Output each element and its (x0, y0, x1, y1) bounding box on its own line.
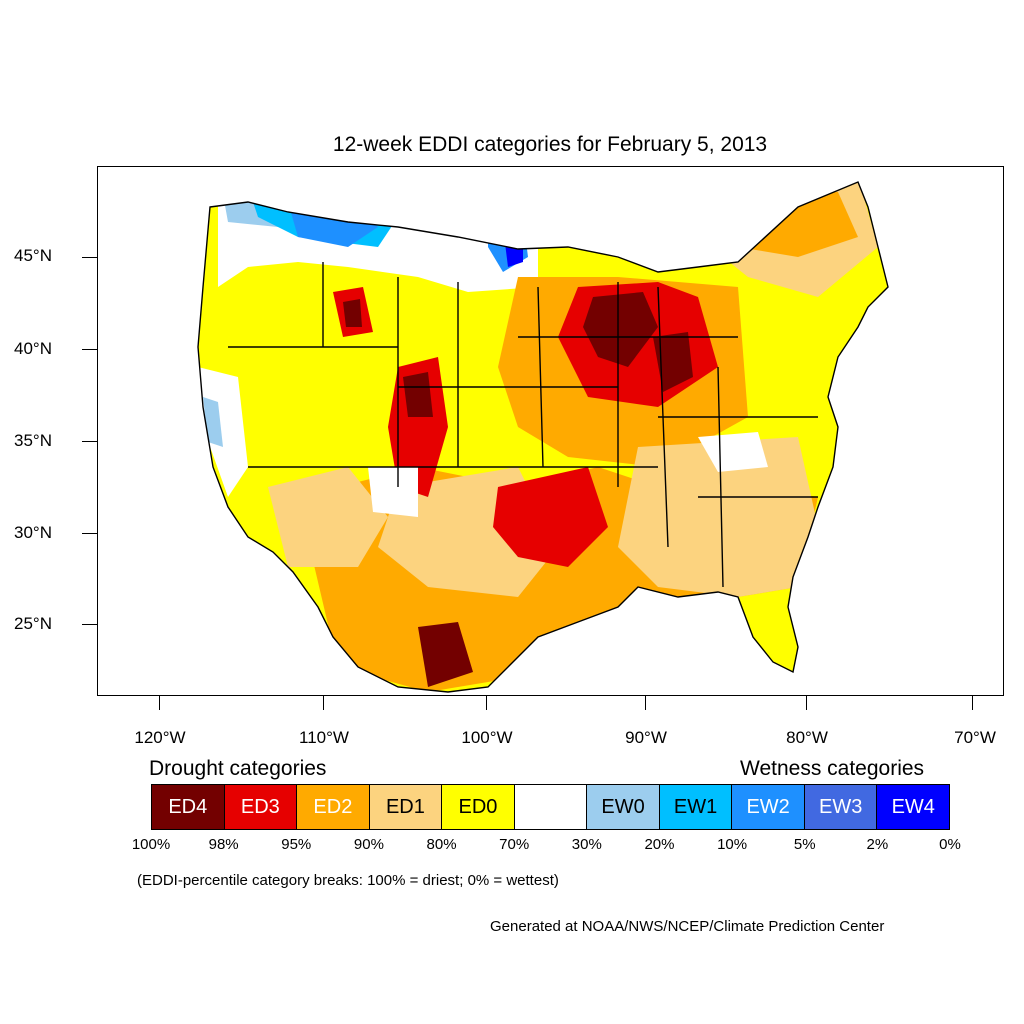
percentile-label: 70% (499, 836, 530, 853)
eddi-map (97, 166, 1004, 696)
lat-tick-40 (82, 349, 97, 351)
percentile-label: 30% (571, 836, 602, 853)
eddi-field (198, 182, 888, 692)
percentile-label: 20% (644, 836, 675, 853)
lon-label-90: 90°W (625, 728, 667, 747)
legend-swatch-ed4: ED4 (152, 785, 225, 829)
legend-swatch-ew3: EW3 (804, 785, 878, 829)
legend-swatch-ed3: ED3 (224, 785, 298, 829)
map-canvas (197, 181, 889, 693)
category-note: (EDDI-percentile category breaks: 100% =… (137, 872, 559, 889)
percentile-label: 95% (281, 836, 312, 853)
lon-tick-80 (806, 696, 808, 710)
percentile-label: 90% (353, 836, 384, 853)
lon-label-80: 80°W (786, 728, 828, 747)
percentile-label: 98% (208, 836, 239, 853)
lat-label-35: 35°N (14, 431, 52, 450)
legend-swatch-ew4: EW4 (877, 785, 950, 829)
legend-swatch-ed1: ED1 (369, 785, 443, 829)
lon-label-70: 70°W (954, 728, 996, 747)
legend-swatch-ew2: EW2 (732, 785, 805, 829)
lon-tick-100 (486, 696, 488, 710)
lon-tick-110 (323, 696, 325, 710)
legend-swatch-ed0: ED0 (442, 785, 515, 829)
lat-tick-35 (82, 441, 97, 443)
percentile-label: 5% (793, 836, 816, 853)
legend-bar: ED4 ED3 ED2 ED1 ED0 EW0 EW1 EW2 EW3 EW4 (151, 784, 950, 830)
lat-tick-45 (82, 257, 97, 259)
percentile-label: 0% (939, 836, 961, 853)
legend-swatch-neutral (514, 785, 588, 829)
lon-tick-90 (645, 696, 647, 710)
state-boundaries (197, 181, 889, 693)
credit-line: Generated at NOAA/NWS/NCEP/Climate Predi… (490, 918, 885, 935)
legend-swatch-ew1: EW1 (659, 785, 733, 829)
lon-label-110: 110°W (299, 728, 349, 747)
map-title: 12-week EDDI categories for February 5, … (332, 133, 768, 156)
lat-tick-30 (82, 533, 97, 535)
percentile-label: 100% (131, 836, 171, 853)
legend-swatch-ed2: ED2 (297, 785, 370, 829)
lat-label-40: 40°N (14, 339, 52, 358)
lat-label-25: 25°N (14, 614, 52, 633)
lat-tick-25 (82, 624, 97, 626)
wetness-heading: Wetness categories (740, 757, 925, 780)
lat-label-30: 30°N (14, 523, 52, 542)
lon-label-120: 120°W (134, 728, 186, 747)
lon-label-100: 100°W (461, 728, 513, 747)
percentile-label: 80% (426, 836, 457, 853)
lat-label-45: 45°N (14, 246, 52, 265)
lon-tick-120 (159, 696, 161, 710)
percentile-label: 2% (866, 836, 889, 853)
percentile-label: 10% (717, 836, 748, 853)
lon-tick-70 (972, 696, 974, 710)
drought-heading: Drought categories (149, 757, 327, 780)
legend-swatch-ew0: EW0 (587, 785, 660, 829)
